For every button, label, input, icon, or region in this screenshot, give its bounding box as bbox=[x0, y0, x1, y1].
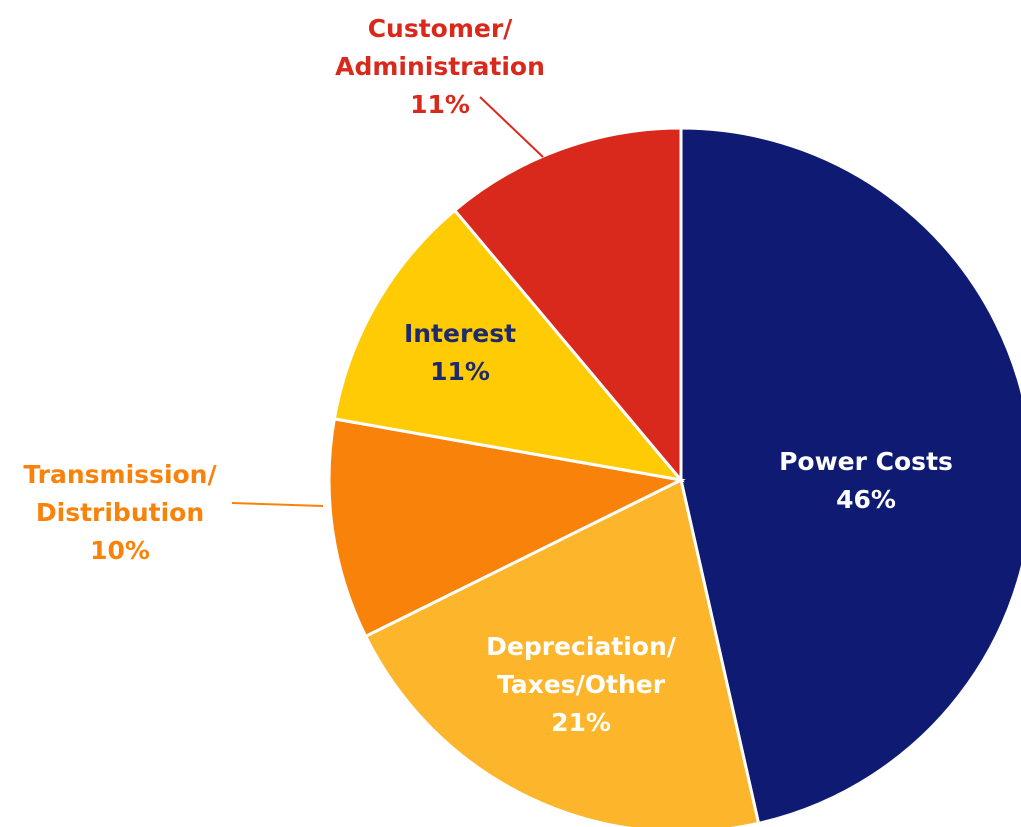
slice-value-label: 46% bbox=[836, 485, 896, 514]
slice-value-label: 11% bbox=[410, 90, 470, 119]
pie-slice bbox=[452, 126, 683, 485]
slice-label: Transmission/ bbox=[23, 460, 217, 489]
slice-label: Interest bbox=[404, 319, 516, 348]
slice-value-label: 21% bbox=[551, 708, 611, 737]
slice-label: Administration bbox=[335, 52, 545, 81]
slice-label: Taxes/Other bbox=[497, 670, 666, 699]
slice-label: Depreciation/ bbox=[486, 632, 677, 661]
slice-value-label: 10% bbox=[90, 536, 150, 565]
pie-slice bbox=[332, 208, 685, 483]
slice-label: Customer/ bbox=[368, 14, 513, 43]
pie-slice bbox=[679, 126, 1021, 826]
leader-line bbox=[479, 96, 544, 158]
pie-slice bbox=[363, 477, 761, 827]
leader-line bbox=[231, 502, 324, 507]
slice-label: Distribution bbox=[36, 498, 204, 527]
pie-slice bbox=[327, 417, 686, 639]
slice-value-label: 11% bbox=[430, 357, 490, 386]
slice-label: Power Costs bbox=[779, 447, 953, 476]
